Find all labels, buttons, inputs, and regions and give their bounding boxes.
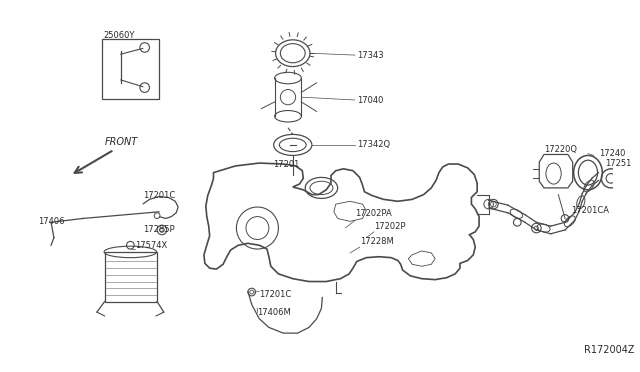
Text: 17240: 17240 [600, 149, 626, 158]
Text: 17201C: 17201C [143, 191, 175, 200]
Text: 17201: 17201 [273, 160, 299, 169]
Text: 17342Q: 17342Q [356, 140, 390, 150]
Bar [104, 252, 157, 302]
Text: 17343: 17343 [356, 51, 383, 60]
Bar [102, 39, 159, 99]
Text: 17202PA: 17202PA [355, 209, 392, 218]
Text: 17406M: 17406M [257, 308, 291, 317]
Text: 17574X: 17574X [135, 241, 168, 250]
Text: 17201C: 17201C [259, 291, 292, 299]
Text: 17220Q: 17220Q [544, 145, 577, 154]
Text: 17202P: 17202P [374, 222, 406, 231]
Text: FRONT: FRONT [104, 137, 138, 147]
Text: R172004Z: R172004Z [584, 345, 635, 355]
Text: 17228M: 17228M [360, 237, 394, 246]
Text: 17285P: 17285P [143, 225, 175, 234]
Text: 25060Y: 25060Y [104, 31, 135, 39]
Text: 17201CA: 17201CA [571, 206, 609, 215]
Text: 17406: 17406 [38, 217, 64, 226]
Text: 17251: 17251 [605, 158, 632, 167]
Text: 17040: 17040 [356, 96, 383, 105]
